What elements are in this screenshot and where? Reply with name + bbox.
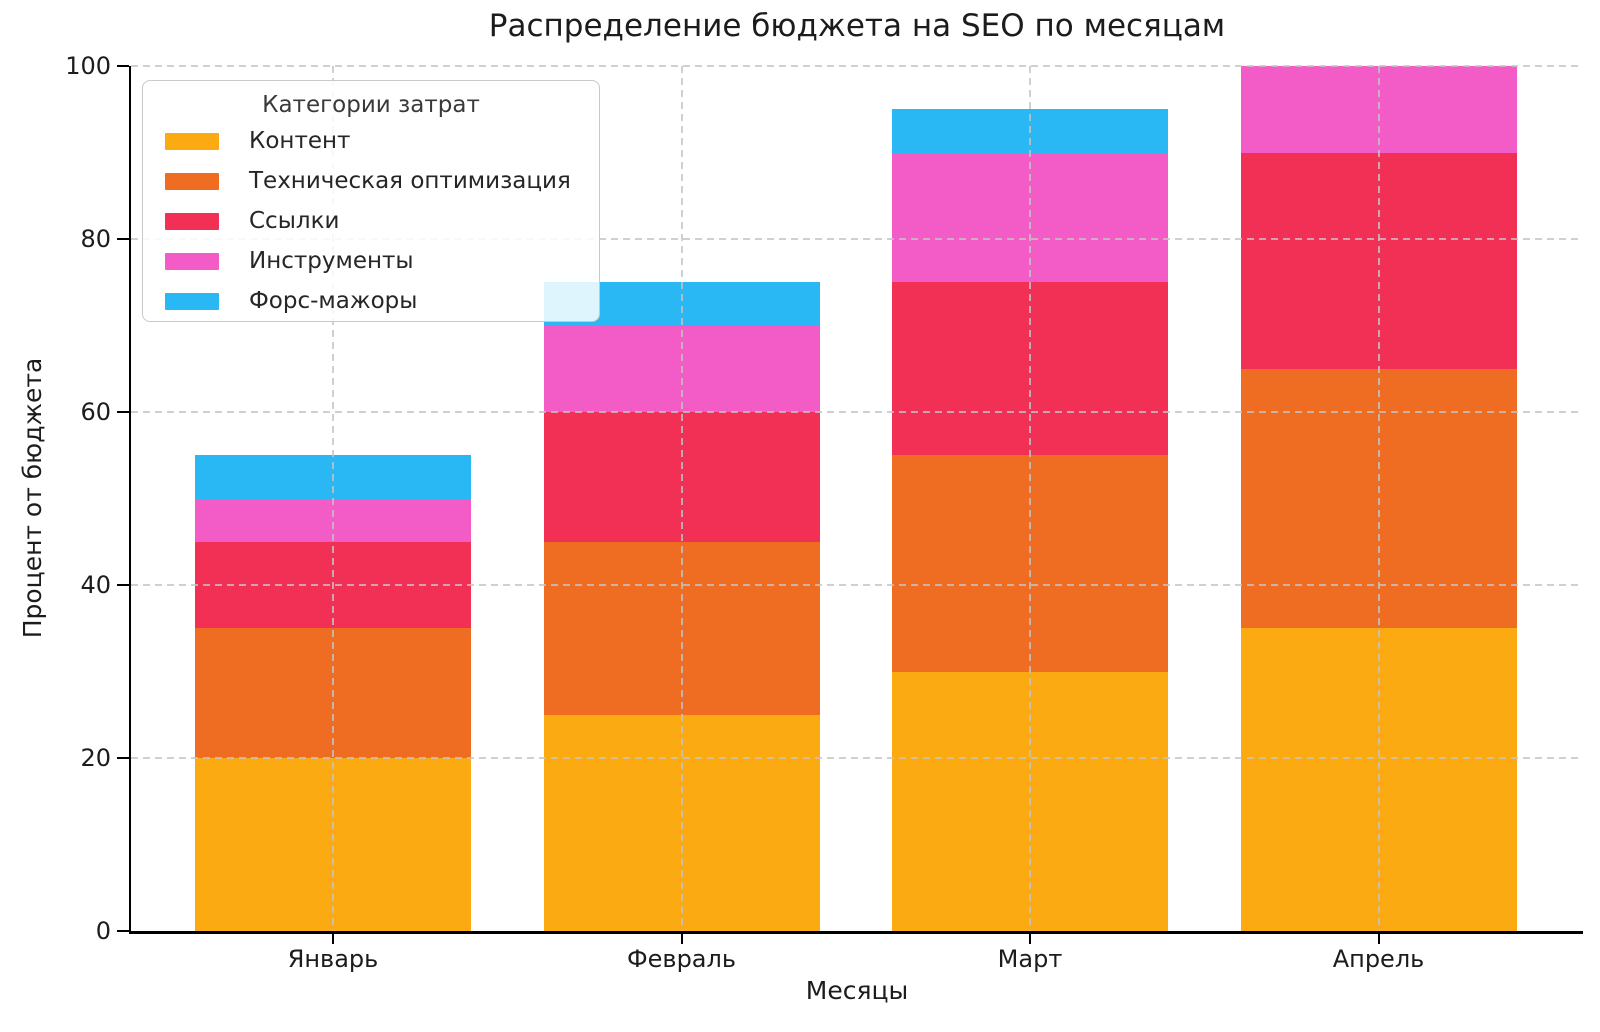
y-axis-tick [117, 757, 129, 759]
legend-row: Ссылки [143, 201, 599, 241]
legend-swatch [165, 212, 219, 230]
y-tick-label: 80 [80, 225, 111, 253]
y-tick-label: 20 [80, 744, 111, 772]
y-axis-tick [117, 930, 129, 932]
y-axis-tick [117, 411, 129, 413]
legend-swatch [165, 132, 219, 150]
y-tick-label: 100 [65, 52, 111, 80]
legend-swatch [165, 292, 219, 310]
gridline-horizontal [131, 65, 1583, 67]
legend-row: Форс-мажоры [143, 281, 599, 321]
x-axis-tick [1377, 934, 1380, 944]
y-tick-label: 60 [80, 398, 111, 426]
gridline-horizontal [131, 238, 1583, 240]
y-tick-label: 0 [95, 917, 111, 945]
legend-rows: Контент Техническая оптимизация Ссылки Инст… [143, 121, 599, 321]
legend-label: Ссылки [249, 208, 340, 234]
legend-label: Контент [249, 128, 351, 154]
legend: Категории затрат Контент Техническая опти… [142, 80, 600, 322]
legend-swatch [165, 252, 219, 270]
y-axis-tick [117, 584, 129, 586]
gridline-vertical [1377, 66, 1380, 931]
x-tick-label: Февраль [627, 945, 736, 973]
legend-row: Техническая оптимизация [143, 161, 599, 201]
x-tick-label: Январь [287, 945, 379, 973]
gridline-vertical [1029, 66, 1031, 931]
x-axis-tick [332, 934, 334, 944]
y-tick-label: 40 [80, 571, 111, 599]
x-axis-tick [1029, 934, 1031, 944]
legend-row: Контент [143, 121, 599, 161]
gridline-horizontal [131, 411, 1583, 413]
legend-row: Инструменты [143, 241, 599, 281]
gridline-horizontal [131, 757, 1583, 759]
y-axis-tick [117, 65, 129, 67]
y-axis-label: Процент от бюджета [18, 357, 47, 639]
x-tick-label: Март [997, 945, 1063, 973]
legend-label: Форс-мажоры [249, 288, 418, 314]
plot-area: Категории затрат Контент Техническая опти… [129, 65, 1583, 934]
legend-label: Техническая оптимизация [249, 168, 571, 194]
chart-title: Распределение бюджета на SEO по месяцам [488, 8, 1226, 44]
x-axis-label: Месяцы [805, 976, 909, 1005]
y-axis-tick [117, 238, 129, 240]
x-axis-tick [680, 934, 683, 944]
gridline-vertical [680, 66, 683, 931]
gridline-vertical [332, 66, 334, 931]
x-tick-label: Апрель [1332, 945, 1425, 973]
gridline-horizontal [131, 584, 1583, 586]
legend-swatch [165, 172, 219, 190]
legend-title: Категории затрат [262, 92, 480, 118]
legend-label: Инструменты [249, 248, 414, 274]
